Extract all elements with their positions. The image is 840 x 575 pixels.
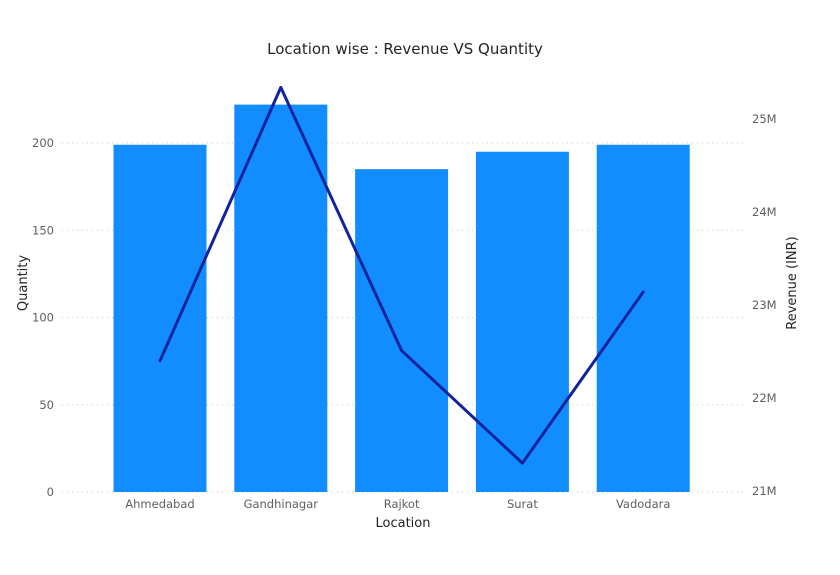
x-tick-label: Vadodara: [616, 497, 670, 511]
y-tick-label: 0: [47, 485, 54, 499]
x-axis-label: Location: [376, 516, 431, 531]
line-point: [521, 461, 524, 465]
y2-axis-ticks: 21M 22M 23M 24M 25M: [752, 112, 777, 498]
bar-series: [113, 104, 690, 493]
y2-tick-label: 25M: [752, 112, 777, 126]
bar: [475, 151, 569, 492]
bar: [596, 144, 690, 492]
x-tick-label: Ahmedabad: [125, 497, 194, 511]
y2-axis-label: Revenue (INR): [785, 236, 800, 329]
bar: [113, 144, 207, 492]
line-series: [158, 85, 645, 465]
y2-tick-label: 21M: [752, 484, 777, 498]
y-tick-label: 100: [32, 311, 54, 325]
bar: [355, 169, 449, 493]
y-axis-label: Quantity: [16, 255, 31, 311]
y-axis-ticks: 0 50 100 150 200: [32, 136, 54, 499]
line-point: [158, 359, 162, 362]
bar: [234, 104, 328, 493]
line-point: [279, 86, 282, 89]
line-point: [400, 349, 403, 352]
y2-tick-label: 24M: [752, 205, 777, 219]
y2-tick-label: 22M: [752, 391, 777, 405]
y-tick-label: 150: [32, 223, 54, 237]
x-tick-label: Rajkot: [384, 497, 420, 511]
y-tick-label: 50: [39, 398, 54, 412]
line-point: [642, 290, 645, 294]
y2-tick-label: 23M: [752, 298, 777, 312]
x-tick-label: Gandhinagar: [244, 497, 319, 511]
x-axis-ticks: Ahmedabad Gandhinagar Rajkot Surat Vadodara: [125, 497, 670, 511]
chart-title: Location wise : Revenue VS Quantity: [267, 40, 543, 58]
x-tick-label: Surat: [507, 497, 538, 511]
y-tick-label: 200: [32, 136, 54, 150]
